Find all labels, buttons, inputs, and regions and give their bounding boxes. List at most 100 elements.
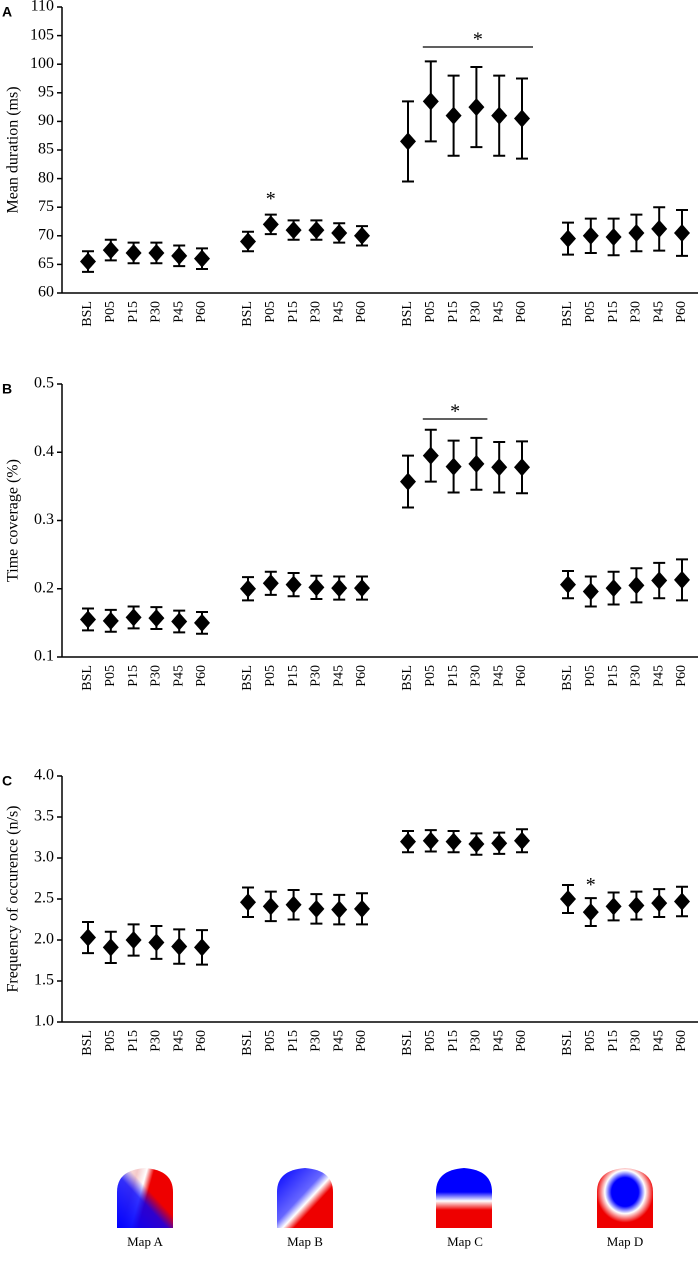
y-tick-label: 4.0 (34, 767, 54, 784)
mean-marker (80, 610, 96, 629)
mean-marker (285, 575, 302, 594)
mean-marker (240, 579, 256, 598)
mean-marker (171, 246, 188, 265)
mean-marker (148, 609, 165, 628)
x-tick-label: P30 (149, 665, 164, 687)
x-tick-label: P15 (286, 301, 301, 323)
map-d (597, 1168, 653, 1228)
y-tick-label: 110 (31, 0, 54, 15)
x-tick-label: P60 (674, 1030, 689, 1052)
x-tick-label: P30 (469, 301, 484, 323)
x-tick-label: P15 (126, 665, 141, 687)
mean-marker (171, 612, 188, 631)
mean-marker (148, 933, 165, 952)
mean-marker (445, 457, 462, 476)
x-tick-label: P45 (331, 301, 346, 323)
significance-star: * (450, 401, 460, 423)
x-tick-label: P05 (263, 1030, 278, 1052)
mean-marker (514, 831, 530, 850)
mean-marker (628, 896, 645, 915)
x-tick-label: P15 (446, 665, 461, 687)
mean-marker (240, 232, 256, 251)
x-tick-label: P45 (491, 1030, 506, 1052)
y-tick-label: 90 (38, 112, 54, 129)
mean-marker (148, 243, 165, 262)
significance-star: * (473, 29, 483, 51)
x-tick-label: P45 (651, 1030, 666, 1052)
mean-marker (194, 613, 210, 632)
x-tick-label: BSL (240, 665, 255, 691)
mean-marker (125, 931, 142, 949)
x-tick-label: P15 (606, 1030, 621, 1052)
mean-marker (80, 928, 96, 947)
mean-marker (468, 98, 485, 117)
mean-marker (102, 611, 119, 630)
x-tick-label: P60 (514, 665, 529, 687)
x-tick-label: P05 (103, 301, 118, 323)
x-tick-label: BSL (560, 301, 575, 327)
mean-marker (400, 472, 416, 491)
x-tick-label: BSL (240, 1030, 255, 1056)
x-tick-label: P15 (606, 665, 621, 687)
x-tick-label: P30 (309, 665, 324, 687)
x-tick-label: BSL (80, 665, 95, 691)
x-tick-label: P45 (171, 665, 186, 687)
x-tick-label: P30 (469, 1030, 484, 1052)
mean-marker (80, 252, 96, 271)
mean-marker (468, 454, 485, 473)
y-axis-label: Frequency of occurence (n/s) (5, 805, 22, 992)
y-tick-label: 2.5 (34, 890, 54, 907)
x-tick-label: P60 (194, 301, 209, 323)
mean-marker (400, 132, 416, 151)
mean-marker (354, 226, 370, 245)
mean-marker (422, 831, 439, 850)
mean-marker (560, 575, 576, 594)
x-tick-label: P45 (331, 1030, 346, 1052)
x-tick-label: BSL (560, 1030, 575, 1056)
x-tick-label: P60 (194, 1030, 209, 1052)
mean-marker (308, 221, 325, 240)
x-tick-label: P60 (514, 1030, 529, 1052)
mean-marker (262, 897, 279, 916)
mean-marker (354, 579, 370, 598)
x-tick-label: P05 (263, 301, 278, 323)
x-tick-label: BSL (400, 665, 415, 691)
mean-marker (125, 608, 142, 627)
mean-marker (445, 106, 462, 125)
x-tick-label: P30 (149, 1030, 164, 1052)
map-label: Map A (127, 1234, 163, 1249)
x-tick-label: P30 (309, 1030, 324, 1052)
x-tick-label: P30 (629, 665, 644, 687)
x-tick-label: P45 (331, 665, 346, 687)
x-tick-label: P05 (583, 1030, 598, 1052)
x-tick-label: P45 (651, 665, 666, 687)
x-tick-label: P15 (286, 1030, 301, 1052)
map-label: Map D (607, 1234, 643, 1249)
mean-marker (651, 219, 668, 238)
y-tick-label: 105 (30, 26, 54, 43)
mean-marker (331, 900, 348, 919)
mean-marker (102, 241, 119, 260)
y-tick-label: 1.5 (34, 972, 54, 989)
x-tick-label: P15 (446, 301, 461, 323)
mean-marker (102, 938, 119, 957)
mean-marker (514, 458, 530, 477)
x-tick-label: P05 (103, 1030, 118, 1052)
y-tick-label: 0.5 (34, 375, 54, 392)
mean-marker (674, 570, 690, 589)
map-label: Map C (447, 1234, 483, 1249)
y-tick-label: 70 (38, 226, 54, 243)
x-tick-label: P05 (423, 301, 438, 323)
panel-label: C (2, 773, 12, 789)
mean-marker (354, 899, 370, 918)
mean-marker (628, 223, 645, 242)
mean-marker (422, 446, 439, 465)
mean-marker (331, 579, 348, 598)
y-tick-label: 0.1 (34, 648, 54, 665)
x-tick-label: BSL (80, 1030, 95, 1056)
mean-marker (422, 92, 439, 111)
x-tick-label: P15 (126, 301, 141, 323)
panel-label: A (2, 4, 12, 20)
x-tick-label: P60 (674, 301, 689, 323)
x-tick-label: P60 (354, 301, 369, 323)
